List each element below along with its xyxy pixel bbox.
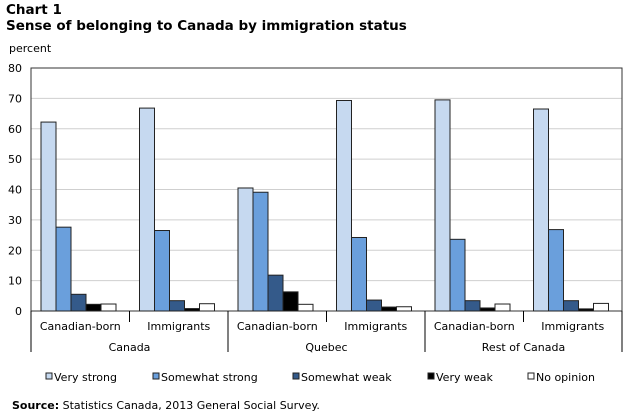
group-label: Canada xyxy=(109,341,151,354)
bar xyxy=(297,303,314,312)
bar xyxy=(593,302,609,312)
bar xyxy=(479,307,496,312)
bar xyxy=(100,303,117,312)
bar xyxy=(563,300,579,312)
y-tick-label: 80 xyxy=(8,62,22,75)
bar xyxy=(55,226,72,312)
y-axis-label: percent xyxy=(9,42,52,55)
bar xyxy=(396,306,412,312)
bar xyxy=(366,299,382,312)
legend-swatch xyxy=(292,372,300,380)
legend-swatch xyxy=(45,372,53,380)
bar xyxy=(578,308,594,312)
bar xyxy=(169,300,185,312)
source-note: Source: Statistics Canada, 2013 General … xyxy=(12,399,320,412)
bar xyxy=(40,121,57,312)
legend-swatch xyxy=(527,372,535,380)
y-tick-label: 0 xyxy=(15,305,22,318)
legend-label: Very weak xyxy=(436,371,493,384)
y-tick-label: 10 xyxy=(8,275,22,288)
bar xyxy=(70,293,87,312)
chart-heading: Sense of belonging to Canada by immigrat… xyxy=(6,18,407,34)
bar xyxy=(154,230,170,312)
bar xyxy=(533,108,549,312)
legend-label: No opinion xyxy=(536,371,595,384)
group-label: Quebec xyxy=(305,341,347,354)
bar xyxy=(282,291,299,312)
bar xyxy=(267,274,284,312)
category-label: Immigrants xyxy=(147,320,210,333)
chart-title: Chart 1 Sense of belonging to Canada by … xyxy=(6,2,407,34)
bar xyxy=(464,300,481,312)
bar xyxy=(237,187,254,312)
bar xyxy=(336,100,352,312)
y-tick-label: 50 xyxy=(8,153,22,166)
legend-label: Very strong xyxy=(54,371,117,384)
bar xyxy=(199,303,215,312)
legend-swatch xyxy=(152,372,160,380)
bar xyxy=(434,99,451,312)
chart-number: Chart 1 xyxy=(6,2,62,18)
bar xyxy=(381,306,397,312)
y-tick-label: 20 xyxy=(8,244,22,257)
bar xyxy=(494,303,511,312)
y-tick-label: 30 xyxy=(8,214,22,227)
bar xyxy=(449,238,466,312)
bar xyxy=(85,303,102,312)
y-tick-label: 40 xyxy=(8,184,22,197)
group-label: Rest of Canada xyxy=(482,341,565,354)
category-label: Immigrants xyxy=(344,320,407,333)
source-text: Statistics Canada, 2013 General Social S… xyxy=(59,399,320,412)
bar xyxy=(139,107,155,312)
bar xyxy=(252,191,269,312)
category-label: Canadian-born xyxy=(434,320,515,333)
category-label: Canadian-born xyxy=(40,320,121,333)
legend-label: Somewhat strong xyxy=(161,371,258,384)
y-tick-label: 70 xyxy=(8,92,22,105)
category-label: Canadian-born xyxy=(237,320,318,333)
y-tick-label: 60 xyxy=(8,123,22,136)
legend-swatch xyxy=(427,372,435,380)
source-label: Source: xyxy=(12,399,60,412)
bar xyxy=(351,236,367,312)
bar xyxy=(548,229,564,312)
category-label: Immigrants xyxy=(541,320,604,333)
bar xyxy=(184,308,200,312)
legend-label: Somewhat weak xyxy=(301,371,392,384)
